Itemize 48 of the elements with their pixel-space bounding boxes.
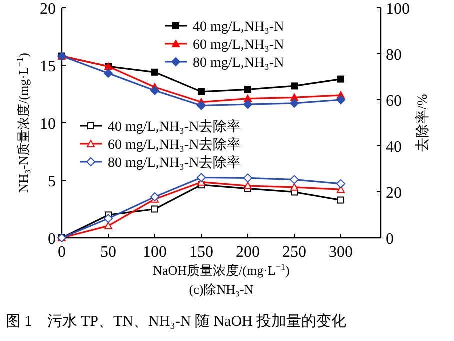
- point: [197, 101, 206, 110]
- point: [336, 179, 346, 188]
- y2-tick-label: 20: [386, 185, 402, 202]
- point: [152, 68, 159, 76]
- point: [198, 88, 206, 96]
- point: [244, 182, 252, 190]
- point: [244, 100, 253, 110]
- y2-axis-title: 去除率/%: [415, 94, 431, 152]
- caption: 图 1 污水 TP、TN、NH₃-N 随 NaOH 投加量的变化: [6, 313, 347, 330]
- legend-label: 40 mg/L,NH₃-N去除率: [108, 119, 242, 135]
- point: [291, 82, 298, 90]
- y2-tick-label: 0: [386, 231, 394, 248]
- y2-tick-label: 60: [386, 93, 402, 110]
- y-tick-label: 0: [48, 231, 56, 248]
- point: [152, 206, 159, 213]
- point: [104, 222, 112, 230]
- point: [290, 175, 300, 184]
- y2-tick-label: 80: [386, 47, 402, 64]
- point: [290, 98, 300, 108]
- x-tick-label: 250: [282, 244, 307, 261]
- x-tick-label: 200: [236, 244, 260, 261]
- x-axis-title: NaOH质量浓度/(mg·L$^{−1}$): [153, 262, 290, 278]
- y2-tick-label: 100: [386, 1, 410, 18]
- point: [244, 174, 253, 183]
- legend-label: 80 mg/L,NH₃-N: [193, 56, 284, 71]
- x-tick-label: 50: [100, 244, 116, 261]
- legend-label: 60 mg/L,NH₃-N: [193, 38, 284, 53]
- point: [244, 86, 252, 94]
- x-tick-label: 300: [329, 244, 354, 261]
- y-tick-label: 5: [48, 174, 56, 190]
- legend-label: 80 mg/L,NH₃-N去除率: [108, 155, 242, 171]
- point: [338, 76, 345, 83]
- point: [290, 183, 299, 191]
- point: [150, 86, 160, 96]
- legend-label: 60 mg/L,NH₃-N去除率: [108, 137, 242, 153]
- y-tick-label: 20: [40, 1, 56, 18]
- x-tick-label: 150: [190, 244, 214, 261]
- point: [338, 196, 345, 204]
- y-tick-label: 15: [40, 58, 56, 76]
- text: (c)除NH₃-N: [189, 282, 254, 297]
- point: [336, 96, 346, 104]
- y-tick-label: 10: [40, 116, 56, 133]
- point: [104, 69, 113, 78]
- point: [104, 214, 113, 224]
- legend-label: 40 mg/L,NH₃-N: [193, 20, 284, 35]
- x-tick-label: 100: [143, 244, 168, 261]
- point: [197, 173, 206, 182]
- y2-tick-label: 40: [386, 139, 402, 156]
